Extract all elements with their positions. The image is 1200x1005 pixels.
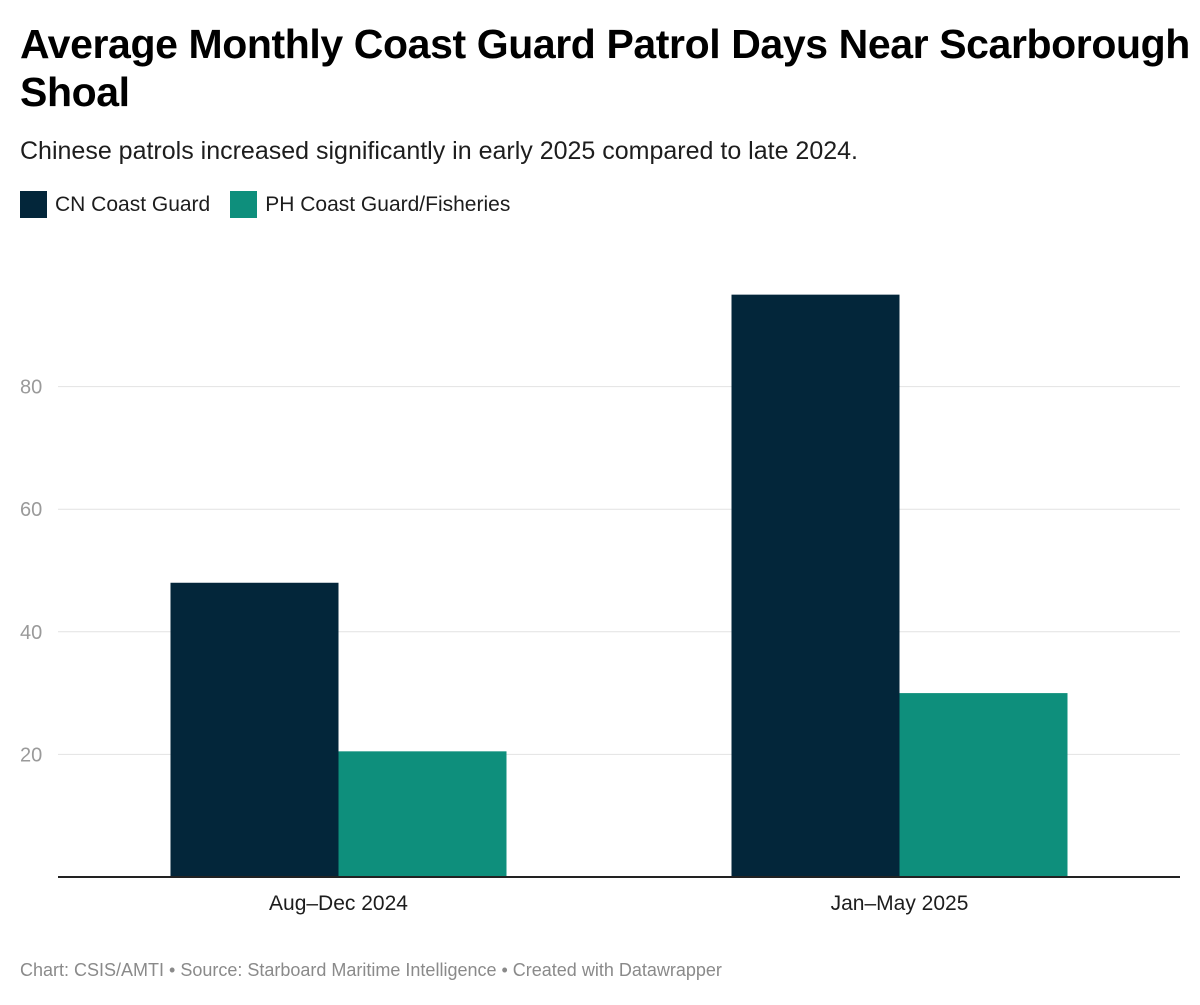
legend-label-ph: PH Coast Guard/Fisheries [265,192,511,216]
y-tick-label-20: 20 [20,744,42,766]
bar-cn-0 [170,582,339,877]
bar-cn-1 [731,294,900,877]
bar-ph-1 [899,693,1068,877]
legend-swatch-ph [230,191,258,218]
chart-footer: Chart: CSIS/AMTI • Source: Starboard Mar… [20,960,722,980]
legend: CN Coast Guard PH Coast Guard/Fisheries [20,191,530,218]
y-tick-label-40: 40 [20,622,42,644]
legend-label-cn: CN Coast Guard [55,192,211,216]
y-tick-label-60: 60 [20,499,42,521]
y-tick-label-80: 80 [20,377,42,399]
bar-ph-0 [338,751,507,877]
legend-swatch-cn [20,191,47,218]
chart-title: Average Monthly Coast Guard Patrol Days … [20,21,1190,115]
x-tick-label-0: Aug–Dec 2024 [269,892,408,915]
chart-subtitle: Chinese patrols increased significantly … [20,137,858,165]
x-tick-label-1: Jan–May 2025 [831,892,969,915]
legend-item-cn-coast-guard: CN Coast Guard [20,191,210,218]
legend-item-ph-coast-guard: PH Coast Guard/Fisheries [230,191,510,218]
